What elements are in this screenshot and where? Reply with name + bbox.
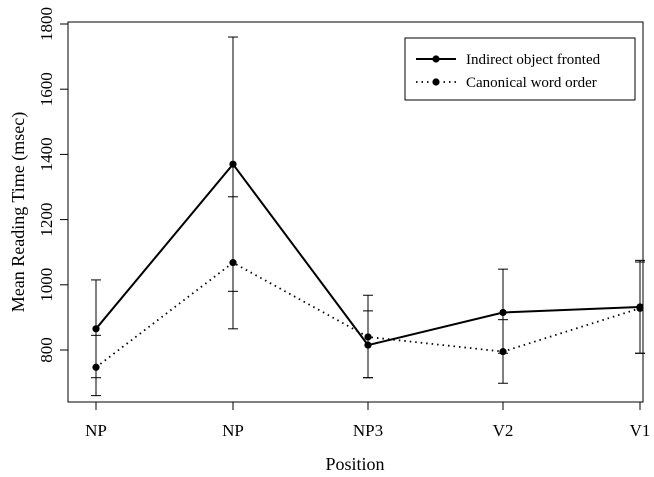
data-point-canonical [92, 363, 100, 371]
y-tick-label: 1000 [37, 268, 56, 302]
y-tick-label: 1600 [37, 72, 56, 106]
legend-label-canonical: Canonical word order [466, 75, 597, 91]
x-tick-label: NP [85, 421, 107, 440]
y-axis-title: Mean Reading Time (msec) [8, 112, 29, 312]
data-point-canonical [229, 259, 237, 267]
y-tick-label: 1200 [37, 203, 56, 237]
x-axis-title: Position [325, 454, 384, 474]
data-point-canonical [364, 333, 372, 341]
legend-box [404, 37, 636, 101]
y-tick-label: 1400 [37, 137, 56, 171]
data-point-fronted [499, 308, 507, 317]
x-tick-label: V1 [630, 421, 651, 440]
x-axis: NP NP NP3 V2 V1 [85, 402, 650, 440]
data-point-fronted [364, 341, 372, 349]
x-tick-label: V2 [493, 421, 514, 440]
legend-marker-canonical [432, 78, 440, 86]
x-tick-label: NP3 [353, 421, 383, 440]
y-axis: 800 1000 1200 1400 1600 1800 [37, 7, 68, 363]
data-points [92, 160, 644, 371]
data-point-canonical [636, 304, 644, 312]
x-tick-label: NP [222, 421, 244, 440]
data-point-canonical [499, 348, 507, 356]
y-tick-label: 1800 [37, 7, 56, 41]
legend-marker-fronted [432, 55, 440, 63]
plot-frame [67, 21, 644, 403]
data-point-fronted [229, 160, 237, 168]
data-point-fronted [92, 325, 100, 333]
legend: Indirect object fronted Canonical word o… [404, 37, 636, 101]
legend-label-fronted: Indirect object fronted [466, 52, 601, 68]
y-tick-label: 800 [37, 337, 56, 363]
